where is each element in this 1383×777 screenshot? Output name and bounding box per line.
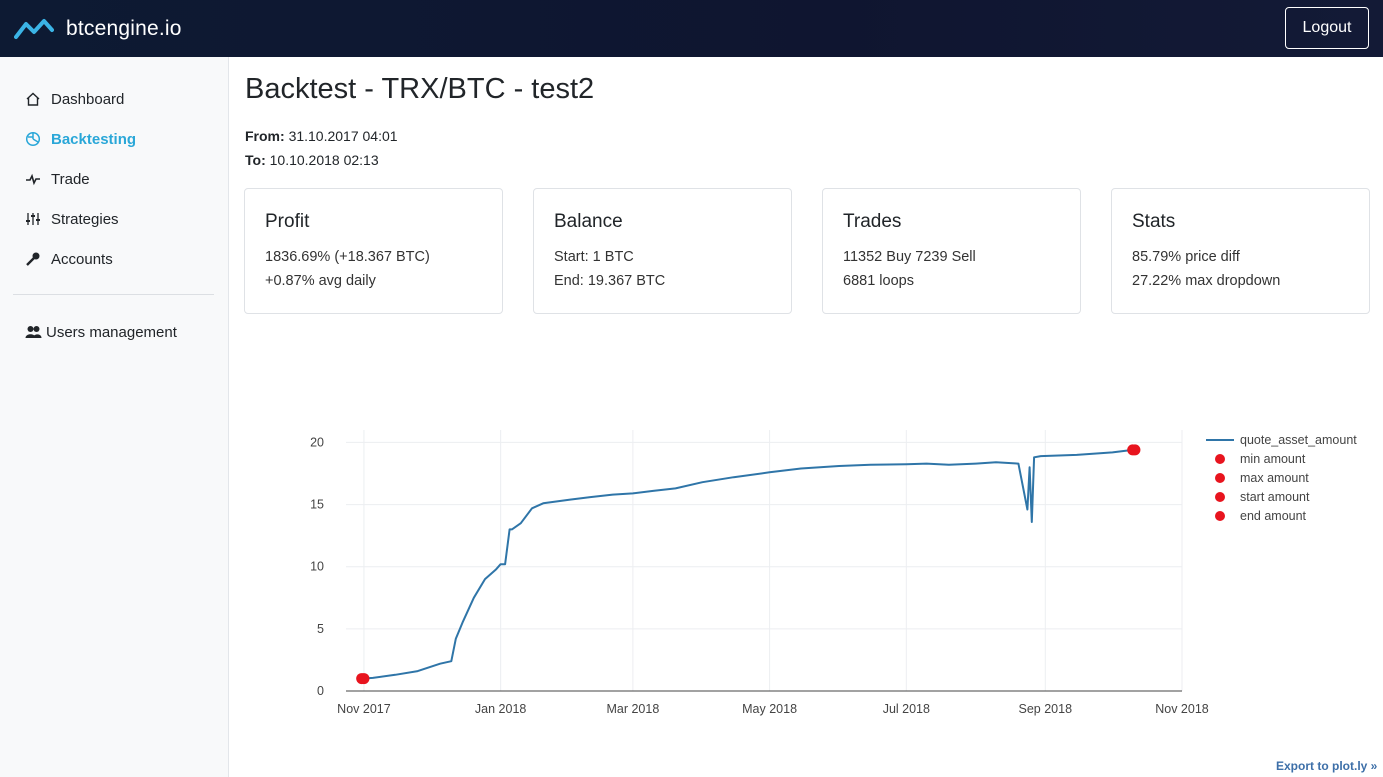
sidebar-item-strategies[interactable]: Strategies: [24, 207, 119, 231]
profit-card: Profit 1836.69% (+18.367 BTC) +0.87% avg…: [244, 188, 503, 314]
logout-button[interactable]: Logout: [1285, 7, 1369, 49]
sidebar: Dashboard Backtesting Trade Strategies A…: [0, 57, 229, 777]
from-value: 31.10.2017 04:01: [288, 128, 398, 144]
y-tick-label: 5: [317, 622, 324, 636]
sidebar-item-backtesting[interactable]: Backtesting: [24, 127, 136, 151]
x-tick-label: Nov 2018: [1155, 702, 1209, 716]
legend-label: end amount: [1240, 509, 1307, 523]
x-tick-label: Nov 2017: [337, 702, 391, 716]
legend-label: min amount: [1240, 452, 1306, 466]
legend-marker-swatch: [1215, 511, 1225, 521]
home-icon: [24, 90, 42, 108]
sidebar-item-label: Users management: [46, 323, 177, 341]
balance-card: Balance Start: 1 BTC End: 19.367 BTC: [533, 188, 792, 314]
stats-card: Stats 85.79% price diff 27.22% max dropd…: [1111, 188, 1370, 314]
backtest-icon: [24, 130, 42, 148]
balance-chart[interactable]: Nov 2017 Jan 2018 Mar 2018 May 2018 Jul 2018…: [229, 412, 1383, 777]
page-title: Backtest - TRX/BTC - test2: [245, 73, 595, 105]
card-title: Trades: [843, 211, 902, 232]
to-range: To: 10.10.2018 02:13: [245, 152, 379, 168]
pulse-icon: [24, 170, 42, 188]
legend-marker-swatch: [1215, 492, 1225, 502]
quote-asset-amount-line: [361, 448, 1133, 680]
start-amount-marker: [358, 673, 370, 685]
sidebar-item-accounts[interactable]: Accounts: [24, 247, 113, 271]
x-tick-label: Mar 2018: [606, 702, 659, 716]
x-tick-label: Jan 2018: [475, 702, 526, 716]
brand[interactable]: btcengine.io: [14, 14, 182, 44]
end-amount-marker: [1129, 444, 1141, 456]
legend-marker-swatch: [1215, 454, 1225, 464]
from-label: From:: [245, 128, 285, 144]
top-navbar: btcengine.io Logout: [0, 0, 1383, 57]
sidebar-item-label: Strategies: [51, 210, 119, 228]
legend-label: quote_asset_amount: [1240, 433, 1357, 447]
card-line: 11352 Buy 7239 Sell: [843, 249, 976, 265]
sidebar-divider: [13, 294, 214, 295]
export-plotly-link[interactable]: Export to plot.ly »: [1276, 759, 1378, 773]
legend-label: start amount: [1240, 490, 1310, 504]
card-title: Profit: [265, 211, 310, 232]
sidebar-item-dashboard[interactable]: Dashboard: [24, 87, 124, 111]
to-label: To:: [245, 152, 266, 168]
y-tick-label: 0: [317, 684, 324, 698]
card-line: 1836.69% (+18.367 BTC): [265, 249, 430, 265]
sidebar-item-label: Backtesting: [51, 130, 137, 148]
brand-name: btcengine.io: [66, 17, 182, 40]
legend-marker-swatch: [1215, 473, 1225, 483]
x-tick-label: Sep 2018: [1019, 702, 1073, 716]
sliders-icon: [24, 210, 42, 228]
y-tick-label: 20: [310, 435, 324, 449]
card-line: +0.87% avg daily: [265, 273, 376, 289]
card-line: Start: 1 BTC: [554, 249, 634, 265]
card-line: 85.79% price diff: [1132, 249, 1240, 265]
main-content: Backtest - TRX/BTC - test2 From: 31.10.2…: [229, 57, 1383, 777]
to-value: 10.10.2018 02:13: [269, 152, 379, 168]
chart-logo-icon: [14, 19, 54, 39]
card-title: Balance: [554, 211, 623, 232]
legend-label: max amount: [1240, 471, 1309, 485]
from-range: From: 31.10.2017 04:01: [245, 128, 398, 144]
trades-card: Trades 11352 Buy 7239 Sell 6881 loops: [822, 188, 1081, 314]
sidebar-item-trade[interactable]: Trade: [24, 167, 90, 191]
card-line: End: 19.367 BTC: [554, 273, 666, 289]
users-icon: [24, 323, 42, 341]
card-title: Stats: [1132, 211, 1176, 232]
sidebar-item-label: Dashboard: [51, 90, 125, 108]
x-tick-label: May 2018: [742, 702, 797, 716]
card-line: 6881 loops: [843, 273, 914, 289]
sidebar-item-users-management[interactable]: Users management: [24, 320, 177, 344]
key-icon: [24, 250, 42, 268]
y-tick-label: 10: [310, 560, 324, 574]
y-tick-label: 15: [310, 498, 324, 512]
card-line: 27.22% max dropdown: [1132, 273, 1281, 289]
x-tick-label: Jul 2018: [883, 702, 930, 716]
sidebar-item-label: Trade: [51, 170, 90, 188]
sidebar-item-label: Accounts: [51, 250, 113, 268]
